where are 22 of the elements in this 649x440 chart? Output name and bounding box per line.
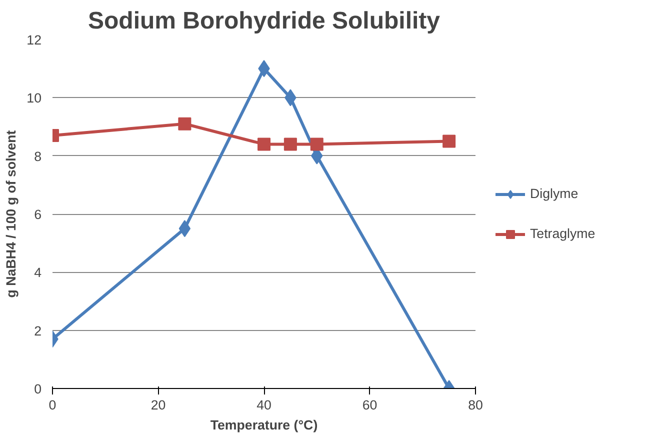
y-tick-label: 6: [34, 207, 42, 222]
point: [284, 138, 297, 151]
legend-label: Diglyme: [530, 186, 578, 201]
point: [310, 138, 324, 151]
y-tick-label: 10: [26, 90, 42, 106]
x-tick-label: 20: [150, 398, 166, 412]
y-tick-label: 2: [34, 323, 42, 338]
y-tick-label: 12: [26, 32, 42, 48]
chart-title: Sodium Borohydride Solubility: [88, 8, 441, 34]
x-tick-label: 80: [468, 398, 483, 412]
y-tick-label: 0: [34, 382, 42, 396]
point: [178, 117, 192, 130]
x-tick-label: 0: [48, 398, 56, 412]
legend-label: Tetraglyme: [530, 226, 596, 241]
point: [258, 138, 270, 151]
x-tick-label: 60: [362, 398, 378, 412]
x-axis-title: Temperature (°C): [210, 418, 318, 432]
y-tick-label: 4: [34, 265, 42, 280]
y-tick-label: 8: [34, 148, 42, 164]
x-tick-label: 40: [256, 398, 272, 412]
point: [178, 220, 191, 238]
y-axis-title: g NaBH4 / 100 g of solvent: [4, 130, 19, 298]
